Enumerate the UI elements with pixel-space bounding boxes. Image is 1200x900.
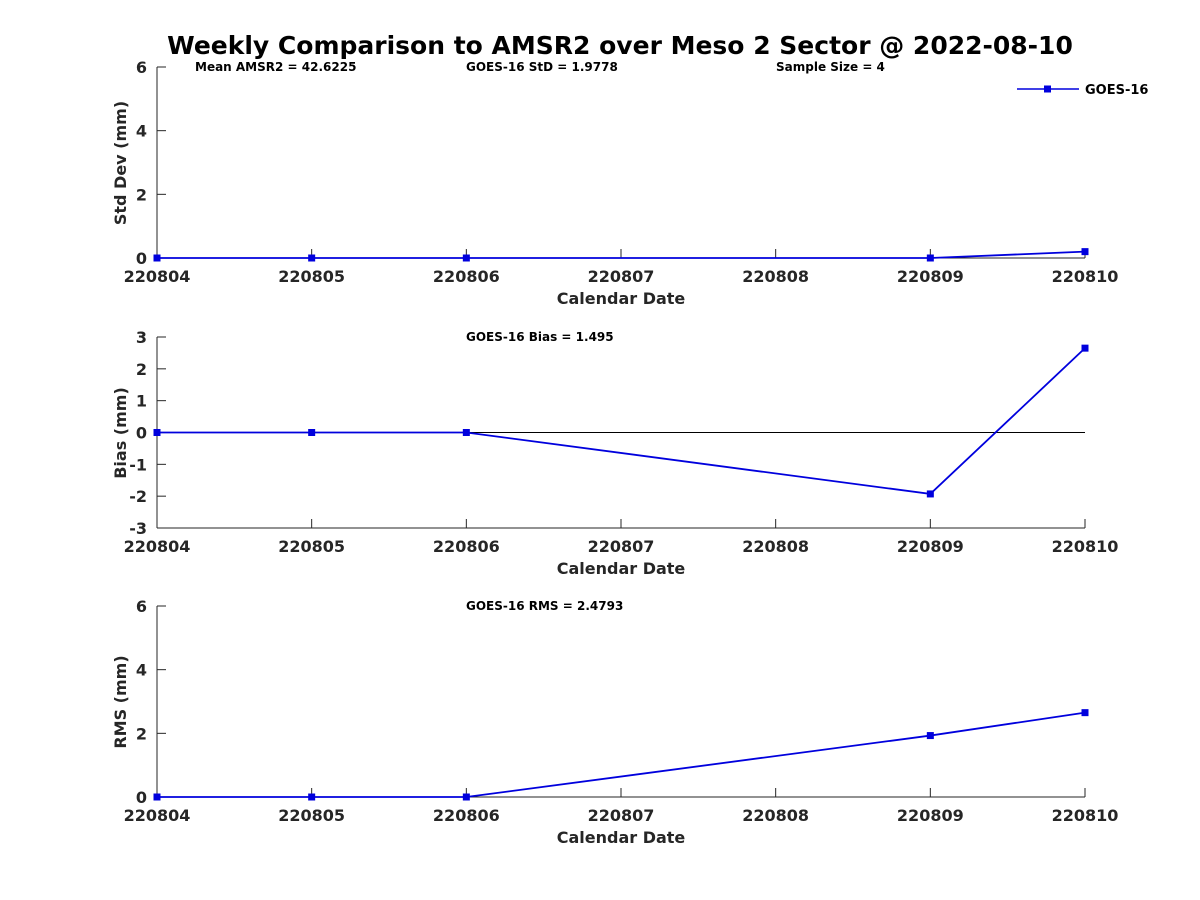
y-tick-label: -1	[129, 455, 147, 474]
x-tick-label: 220809	[897, 806, 964, 825]
x-tick-label: 220810	[1052, 537, 1119, 556]
y-tick-label: 2	[136, 360, 147, 379]
x-tick-label: 220807	[588, 537, 655, 556]
x-tick-label: 220808	[742, 267, 809, 286]
data-point	[1081, 248, 1089, 256]
chart-panel-3: 220804 220805 220806 220807 220808 220809 2208…	[111, 597, 1118, 847]
x-tick-label: 220806	[433, 537, 500, 556]
chart-title: Weekly Comparison to AMSR2 over Meso 2 S…	[167, 31, 1073, 60]
x-tick-label: 220804	[124, 806, 191, 825]
y-tick-label: 6	[136, 597, 147, 616]
y-axis-label: Bias (mm)	[111, 387, 130, 479]
data-point	[153, 793, 161, 801]
x-axis-label: Calendar Date	[557, 559, 686, 578]
data-point	[153, 429, 161, 436]
data-point	[1081, 344, 1089, 352]
x-axis-label: Calendar Date	[557, 289, 686, 308]
y-tick-label: 2	[136, 185, 147, 204]
x-tick-label: 220805	[278, 267, 345, 286]
data-point	[926, 254, 934, 262]
panels: 220804 220805 220806 220807 220808 220809 2208…	[111, 58, 1118, 847]
x-tick-label: 220805	[278, 537, 345, 556]
x-tick-label: 220805	[278, 806, 345, 825]
legend-marker	[1044, 85, 1051, 93]
x-tick-label: 220806	[433, 806, 500, 825]
x-axis-label: Calendar Date	[557, 828, 686, 847]
x-tick-label: 220806	[433, 267, 500, 286]
x-tick-label: 220808	[742, 537, 809, 556]
x-tick-label: 220807	[588, 267, 655, 286]
y-tick-label: 1	[136, 392, 147, 411]
data-point	[462, 254, 470, 262]
x-tick-label: 220804	[124, 267, 191, 286]
y-axis-label: RMS (mm)	[111, 655, 130, 748]
x-tick-label: 220810	[1052, 267, 1119, 286]
annotation: Sample Size = 4	[776, 60, 885, 74]
y-tick-label: 3	[136, 328, 147, 347]
annotation: Mean AMSR2 = 42.6225	[195, 60, 356, 74]
chart-panel-2: 220804 220805 220806 220807 220808 220809 2208…	[111, 328, 1118, 578]
y-tick-label: 2	[136, 724, 147, 743]
chart-panel-1: 220804 220805 220806 220807 220808 220809 2208…	[111, 58, 1118, 308]
data-point	[308, 254, 316, 262]
y-axis-label: Std Dev (mm)	[111, 101, 130, 225]
annotation: GOES-16 Bias = 1.495	[466, 330, 614, 344]
y-tick-label: 4	[136, 122, 147, 141]
y-tick-label: -2	[129, 487, 147, 506]
y-tick-label: 4	[136, 661, 147, 680]
x-tick-label: 220804	[124, 537, 191, 556]
legend: GOES-16	[1017, 83, 1148, 98]
x-tick-label: 220809	[897, 267, 964, 286]
annotation: GOES-16 RMS = 2.4793	[466, 599, 623, 613]
data-point	[308, 429, 316, 436]
y-tick-label: 0	[136, 788, 147, 807]
legend-label: GOES-16	[1085, 83, 1148, 98]
y-tick-label: 0	[136, 249, 147, 268]
y-tick-label: -3	[129, 519, 147, 538]
x-tick-label: 220810	[1052, 806, 1119, 825]
series-line	[157, 711, 1086, 798]
data-point	[308, 793, 316, 801]
x-tick-label: 220809	[897, 537, 964, 556]
x-tick-label: 220807	[588, 806, 655, 825]
data-point	[462, 793, 470, 801]
y-tick-label: 6	[136, 58, 147, 77]
data-point	[153, 254, 161, 262]
data-point	[1081, 709, 1089, 717]
y-tick-label: 0	[136, 424, 147, 443]
data-point	[926, 732, 934, 740]
data-point	[462, 429, 470, 436]
x-tick-label: 220808	[742, 806, 809, 825]
series-line	[157, 347, 1086, 495]
data-point	[926, 490, 934, 498]
annotation: GOES-16 StD = 1.9778	[466, 60, 618, 74]
